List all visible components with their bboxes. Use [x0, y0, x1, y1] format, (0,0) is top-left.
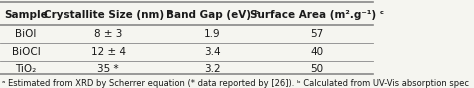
Text: Sample: Sample: [4, 10, 48, 20]
Text: ᵃ Estimated from XRD by Scherrer equation (* data reported by [26]). ᵇ Calculate: ᵃ Estimated from XRD by Scherrer equatio…: [2, 79, 469, 88]
Text: 3.4: 3.4: [204, 47, 220, 57]
Text: 35 *: 35 *: [97, 64, 119, 74]
Text: Surface Area (m².g⁻¹) ᶜ: Surface Area (m².g⁻¹) ᶜ: [250, 10, 383, 20]
Text: 50: 50: [310, 64, 323, 74]
Text: 12 ± 4: 12 ± 4: [91, 47, 126, 57]
Text: Band Gap (eV) ᵇ: Band Gap (eV) ᵇ: [165, 10, 259, 20]
Text: 40: 40: [310, 47, 323, 57]
Text: 3.2: 3.2: [204, 64, 220, 74]
Text: TiO₂: TiO₂: [16, 64, 36, 74]
Text: BiOCl: BiOCl: [12, 47, 40, 57]
Text: 57: 57: [310, 29, 323, 39]
Text: BiOI: BiOI: [15, 29, 37, 39]
Text: 1.9: 1.9: [204, 29, 220, 39]
Text: 8 ± 3: 8 ± 3: [94, 29, 122, 39]
Text: Crystallite Size (nm) ᵃ: Crystallite Size (nm) ᵃ: [44, 10, 172, 20]
